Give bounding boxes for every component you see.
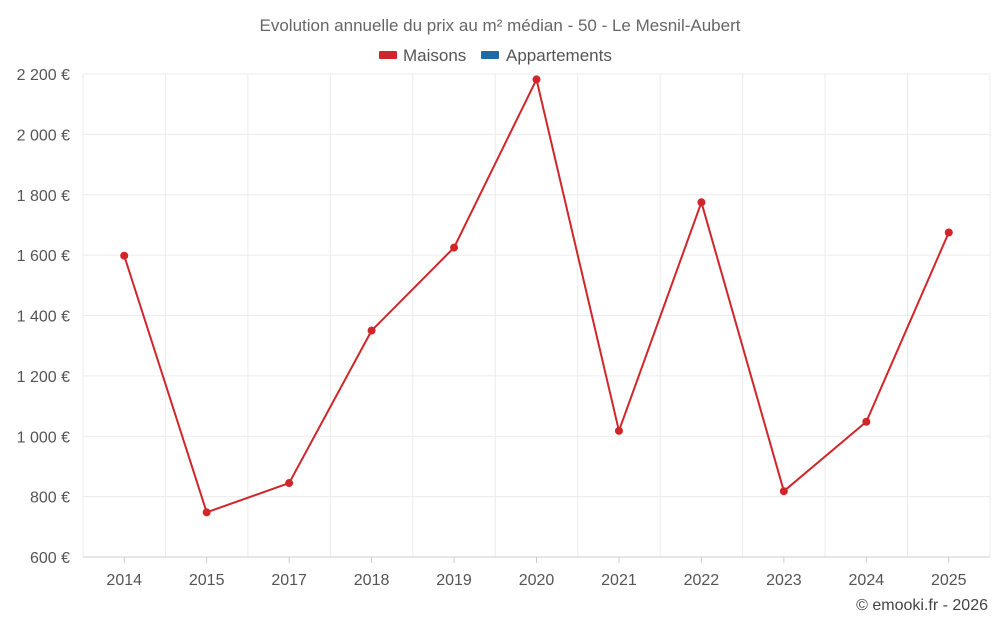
x-tick-label: 2022 — [684, 572, 720, 589]
y-tick-label: 1 000 € — [17, 429, 70, 446]
y-tick-label: 800 € — [30, 490, 70, 507]
data-point — [202, 508, 211, 517]
legend-label: Appartements — [506, 46, 612, 65]
x-tick-label: 2024 — [849, 572, 885, 589]
x-tick-label: 2025 — [931, 572, 967, 589]
legend-swatch — [481, 51, 499, 59]
x-tick-label: 2018 — [354, 572, 390, 589]
data-point — [697, 198, 706, 207]
y-tick-label: 2 000 € — [17, 127, 70, 144]
series-layer — [120, 75, 953, 517]
data-point — [614, 426, 623, 435]
x-tick-label: 2015 — [189, 572, 225, 589]
legend-swatch — [379, 51, 397, 59]
y-tick-label: 2 200 € — [17, 67, 70, 84]
y-tick-label: 600 € — [30, 550, 70, 567]
x-tick-label: 2023 — [766, 572, 802, 589]
data-point — [944, 228, 953, 237]
x-tick-label: 2014 — [106, 572, 142, 589]
y-tick-label: 1 400 € — [17, 309, 70, 326]
grid — [82, 73, 991, 557]
data-point — [367, 326, 376, 335]
y-tick-label: 1 200 € — [17, 369, 70, 386]
x-tick-label: 2021 — [601, 572, 637, 589]
y-tick-label: 1 800 € — [17, 188, 70, 205]
axes: 600 € 800 € 1 000 € 1 200 € 1 400 € 1 600 € 1 … — [17, 67, 990, 589]
x-tick-label: 2019 — [436, 572, 472, 589]
data-point — [285, 479, 294, 488]
chart-title: Evolution annuelle du prix au m² médian … — [260, 16, 741, 35]
legend-label: Maisons — [403, 46, 466, 65]
data-point — [450, 243, 459, 252]
legend: Maisons Appartements — [379, 46, 612, 65]
credit-text: © emooki.fr - 2026 — [856, 597, 988, 614]
data-point — [120, 251, 129, 260]
legend-item-appartements: Appartements — [481, 46, 612, 65]
data-point — [779, 487, 788, 496]
y-tick-label: 1 600 € — [17, 248, 70, 265]
data-point — [532, 75, 541, 84]
x-tick-label: 2020 — [519, 572, 555, 589]
data-point — [862, 417, 871, 426]
x-tick-label: 2017 — [271, 572, 307, 589]
legend-item-maisons: Maisons — [379, 46, 466, 65]
